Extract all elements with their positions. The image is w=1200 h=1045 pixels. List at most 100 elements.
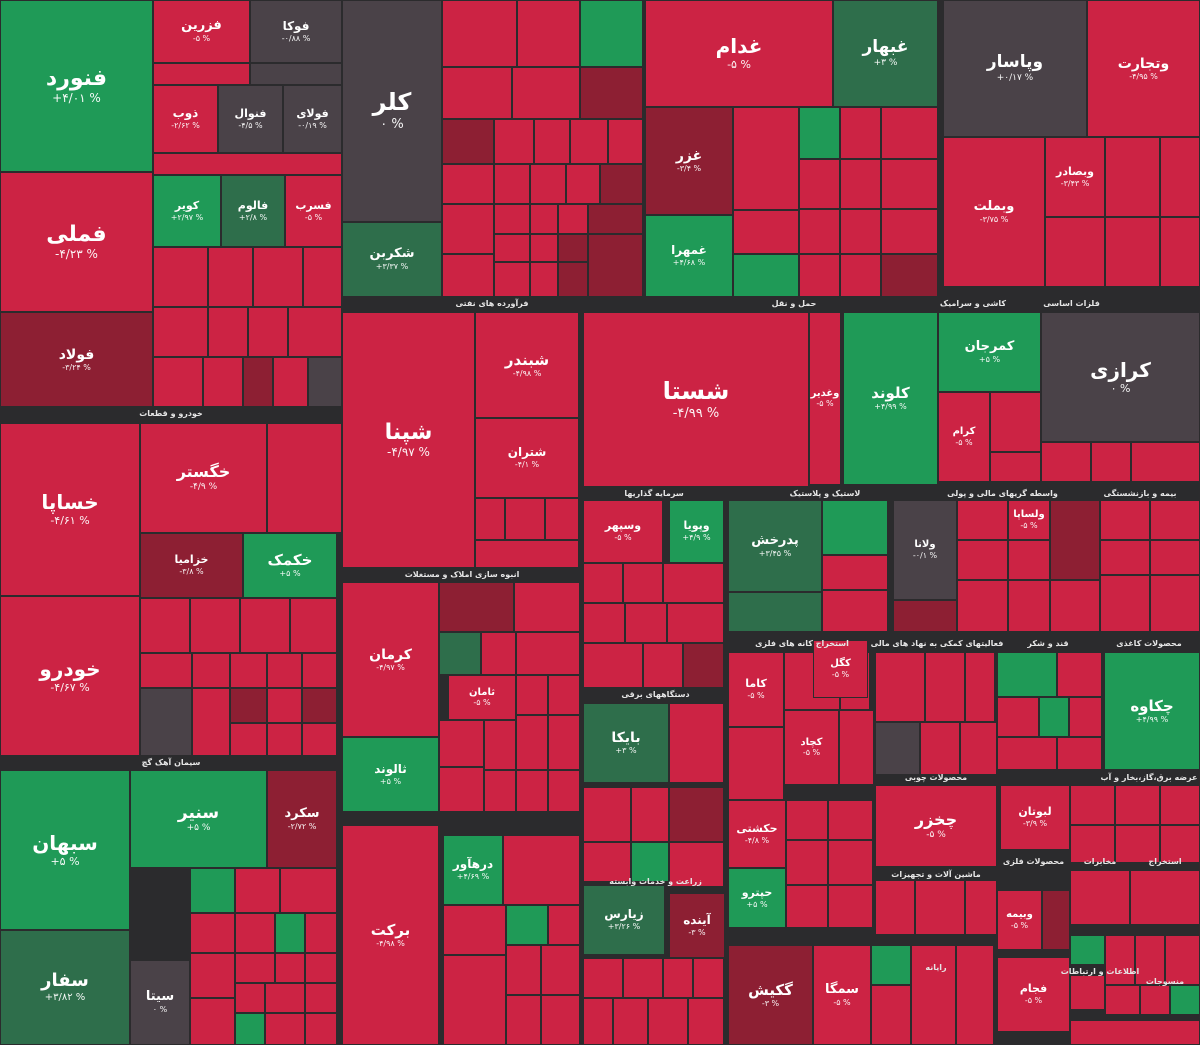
tile-57[interactable]: کاما -۵ % [728, 652, 784, 727]
treemap-cell [881, 209, 938, 254]
sector-label: عرضه برق،گاز،بخار و آب [1100, 773, 1198, 782]
tile-symbol: خزامیا [174, 553, 209, 567]
treemap-cell [548, 905, 580, 945]
tile-11[interactable]: فسرب -۵ % [285, 175, 342, 247]
tile-54[interactable]: وبیمه -۵ % [997, 890, 1042, 950]
tile-60[interactable]: وغدیر -۵ % [809, 312, 841, 485]
tile-symbol: کلوند [871, 384, 910, 403]
tile-12[interactable]: کلر ۰ % [342, 0, 442, 222]
treemap-cell [494, 262, 530, 297]
tile-21[interactable]: وبصادر -۳/۴۳ % [1045, 137, 1105, 217]
treemap-cell [140, 688, 192, 756]
tile-8[interactable]: فولای -۰/۱۹ % [283, 85, 342, 153]
tile-7[interactable]: فنوال -۴/۵ % [218, 85, 283, 153]
tile-61[interactable]: کرام -۵ % [938, 392, 990, 482]
tile-37[interactable]: کمرجان +۵ % [938, 312, 1041, 392]
tile-56[interactable]: کگل -۵ % [813, 640, 868, 698]
tile-14[interactable]: غدام -۵ % [645, 0, 833, 107]
tile-43[interactable]: ولانا -۰/۱ % [893, 500, 957, 600]
tile-29[interactable]: سنیر +۵ % [130, 770, 267, 868]
tile-change: -۵ % [614, 533, 632, 543]
tile-51[interactable]: حکشتی -۴/۸ % [728, 800, 786, 868]
tile-3[interactable]: فولاد -۳/۲۴ % [0, 312, 153, 407]
tile-63[interactable]: ولساپا -۵ % [1008, 500, 1050, 540]
sector-label: قند و شکر [1027, 639, 1069, 648]
tile-65[interactable]: وسپهر -۵ % [583, 500, 663, 563]
tile-15[interactable]: غبهار +۳ % [833, 0, 938, 107]
tile-35[interactable]: شستا -۴/۹۹ % [583, 312, 809, 487]
tile-30[interactable]: سکرد -۲/۷۲ % [267, 770, 337, 868]
tile-47[interactable]: گکیش -۳ % [728, 945, 813, 1045]
tile-1[interactable]: فنورد +۴/۰۱ % [0, 0, 153, 172]
tile-symbol: کرمان [369, 646, 412, 663]
treemap-cell [548, 715, 580, 770]
tile-symbol: فزرین [181, 18, 222, 34]
treemap-cell [442, 204, 494, 254]
tile-18[interactable]: وپاسار +۰/۱۷ % [943, 0, 1087, 137]
tile-42[interactable]: پدرخش +۳/۴۵ % [728, 500, 822, 592]
tile-6[interactable]: ذوب -۲/۶۲ % [153, 85, 218, 153]
treemap-cell [733, 210, 799, 254]
tile-44[interactable]: بایکا +۳ % [583, 703, 669, 783]
treemap-cell [588, 234, 643, 297]
tile-24[interactable]: خکمک +۵ % [243, 533, 337, 598]
tile-symbol: سمگا [825, 981, 859, 997]
tile-41[interactable]: برکت -۴/۹۸ % [342, 825, 439, 1045]
tile-4[interactable]: فزرین -۵ % [153, 0, 250, 63]
tile-28[interactable]: سفار +۳/۸۲ % [0, 930, 130, 1045]
tile-9[interactable]: کویر +۲/۹۷ % [153, 175, 221, 247]
treemap-cell [506, 905, 548, 945]
tile-26[interactable]: خودرو -۴/۶۷ % [0, 596, 140, 756]
tile-55[interactable]: فجام -۵ % [997, 957, 1070, 1032]
tile-33[interactable]: شبندر -۴/۹۸ % [475, 312, 579, 418]
tile-5[interactable]: فوکا -۰/۸۸ % [250, 0, 342, 63]
treemap-cell [840, 107, 881, 159]
tile-20[interactable]: وبملت -۳/۷۵ % [943, 137, 1045, 287]
tile-32[interactable]: شپنا -۴/۹۷ % [342, 312, 475, 568]
tile-46[interactable]: چکاوه +۴/۹۹ % [1104, 652, 1200, 770]
tile-50[interactable]: زیارس +۳/۲۶ % [583, 885, 665, 955]
tile-39[interactable]: کرمان -۴/۹۷ % [342, 582, 439, 737]
tile-31[interactable]: سیتا ۰ % [130, 960, 190, 1045]
sector-label: بیمه و بازنشستگی [1103, 489, 1177, 498]
tile-53[interactable]: لبوتان -۳/۹ % [1000, 785, 1070, 850]
treemap-cell [1100, 540, 1150, 575]
tile-22[interactable]: خساپا -۴/۶۱ % [0, 423, 140, 596]
tile-symbol: وتجارت [1117, 55, 1170, 72]
treemap-cell [280, 868, 337, 913]
tile-symbol: غزر [675, 148, 703, 165]
tile-19[interactable]: وتجارت -۴/۹۵ % [1087, 0, 1200, 137]
tile-34[interactable]: شتران -۴/۱ % [475, 418, 579, 498]
tile-52[interactable]: حپترو +۵ % [728, 868, 786, 928]
treemap-cell [140, 598, 190, 653]
tile-17[interactable]: غمهرا +۴/۶۸ % [645, 215, 733, 297]
tile-62[interactable]: درهآور +۴/۶۹ % [443, 835, 503, 905]
tile-58[interactable]: ثامان -۵ % [448, 675, 516, 720]
tile-symbol: خودرو [39, 656, 101, 681]
tile-23[interactable]: خگستر -۴/۹ % [140, 423, 267, 533]
tile-38[interactable]: کرازی ۰ % [1041, 312, 1200, 442]
tile-48[interactable]: سمگا -۵ % [813, 945, 871, 1045]
tile-10[interactable]: فالوم +۲/۸ % [221, 175, 285, 247]
treemap-cell [439, 720, 484, 767]
tile-change: -۴/۶۷ % [50, 680, 90, 694]
tile-59[interactable]: کچاد -۵ % [784, 710, 839, 785]
treemap-cell [733, 254, 799, 297]
tile-16[interactable]: غزر -۳/۴ % [645, 107, 733, 215]
tile-45[interactable]: چخزر -۵ % [875, 785, 997, 867]
tile-25[interactable]: خزامیا -۳/۸ % [140, 533, 243, 598]
tile-symbol: سکرد [284, 805, 320, 821]
tile-symbol: وپویا [683, 519, 710, 533]
tile-36[interactable]: کلوند +۴/۹۹ % [843, 312, 938, 485]
tile-27[interactable]: سبهان +۵ % [0, 770, 130, 930]
treemap-cell [875, 722, 920, 775]
tile-64[interactable]: وپویا +۴/۹ % [669, 500, 724, 563]
tile-40[interactable]: ثالوند +۵ % [342, 737, 439, 812]
tile-symbol: زیارس [604, 907, 644, 922]
treemap-cell [530, 204, 558, 234]
treemap-cell [1042, 890, 1070, 950]
tile-13[interactable]: شکربن +۳/۳۷ % [342, 222, 442, 297]
treemap-cell [997, 697, 1039, 737]
tile-49[interactable]: آینده -۳ % [669, 893, 725, 958]
tile-2[interactable]: فملی -۴/۲۳ % [0, 172, 153, 312]
